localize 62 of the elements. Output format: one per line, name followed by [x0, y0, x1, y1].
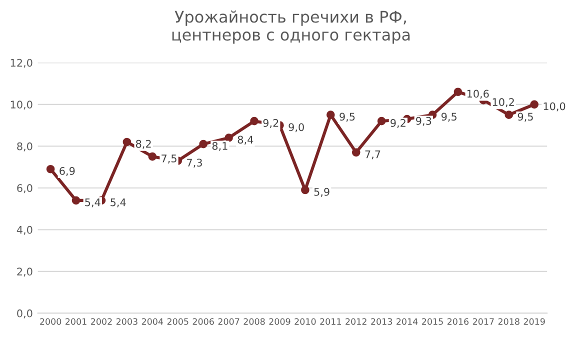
point [122, 138, 132, 146]
y-tick-label: 12,0 [10, 58, 32, 68]
y-tick-label: 8,0 [17, 142, 32, 152]
x-tick-label: 2010 [294, 318, 316, 325]
x-tick-label: 2013 [371, 318, 392, 325]
data-label: 9,0 [288, 123, 304, 132]
point [46, 164, 55, 174]
data-label: 9,5 [340, 112, 355, 122]
point [377, 116, 386, 126]
data-label: 10,6 [467, 90, 489, 99]
data-label: 7,3 [187, 158, 202, 168]
x-tick-label: 2018 [498, 318, 520, 325]
point [504, 110, 514, 120]
point [352, 148, 360, 157]
point [454, 88, 462, 96]
x-tick-label: 2015 [422, 318, 443, 325]
chart-title: Урожайность гречихи в РФ, центнеров с одного гектара [172, 10, 410, 44]
data-label: 5,4 [85, 198, 100, 208]
data-label: 7,5 [162, 154, 176, 164]
data-label: 9,3 [416, 116, 432, 126]
x-tick-label: 2006 [192, 318, 214, 325]
data-label: 6,9 [60, 167, 75, 176]
point [199, 140, 208, 148]
data-label: 5,4 [110, 198, 126, 208]
data-label: 8,2 [136, 140, 151, 149]
data-label: 8,4 [238, 136, 254, 145]
point [326, 110, 335, 120]
x-tick-label: 2014 [396, 318, 418, 325]
x-tick-label: 2002 [90, 318, 112, 325]
point [250, 116, 258, 126]
data-label: 10,2 [492, 98, 514, 108]
x-tick-label: 2017 [472, 318, 494, 325]
point [530, 100, 539, 109]
y-tick-label: 10,0 [10, 100, 32, 110]
point [72, 196, 80, 205]
y-tick-label: 4,0 [16, 226, 32, 235]
data-label: 9,5 [518, 112, 533, 122]
y-tick-label: 0,0 [17, 309, 32, 318]
data-label: 9,2 [263, 119, 278, 128]
data-label: 8,1 [212, 142, 228, 151]
x-tick-label: 2003 [116, 318, 138, 325]
x-tick-label: 2009 [269, 318, 290, 325]
data-label: 10,0 [544, 102, 566, 112]
x-tick-label: 2001 [66, 318, 86, 325]
y-tick-label: 6,0 [17, 184, 32, 194]
point [301, 186, 310, 194]
point [148, 152, 157, 161]
point [224, 134, 233, 142]
x-tick-label: 2016 [447, 318, 469, 325]
x-tick-label: 2011 [320, 318, 341, 325]
data-label: 9,5 [441, 112, 456, 122]
x-tick-label: 2012 [346, 318, 366, 325]
x-tick-label: 2008 [244, 318, 265, 325]
x-tick-label: 2019 [524, 318, 545, 325]
data-label: 5,9 [314, 188, 330, 197]
data-label: 9,2 [390, 119, 406, 128]
x-tick-label: 2004 [142, 318, 164, 325]
data-label: 7,7 [365, 150, 380, 160]
x-tick-label: 2000 [40, 318, 62, 325]
x-tick-label: 2005 [167, 318, 188, 325]
y-tick-label: 2,0 [17, 268, 32, 277]
x-tick-label: 2007 [218, 318, 240, 325]
